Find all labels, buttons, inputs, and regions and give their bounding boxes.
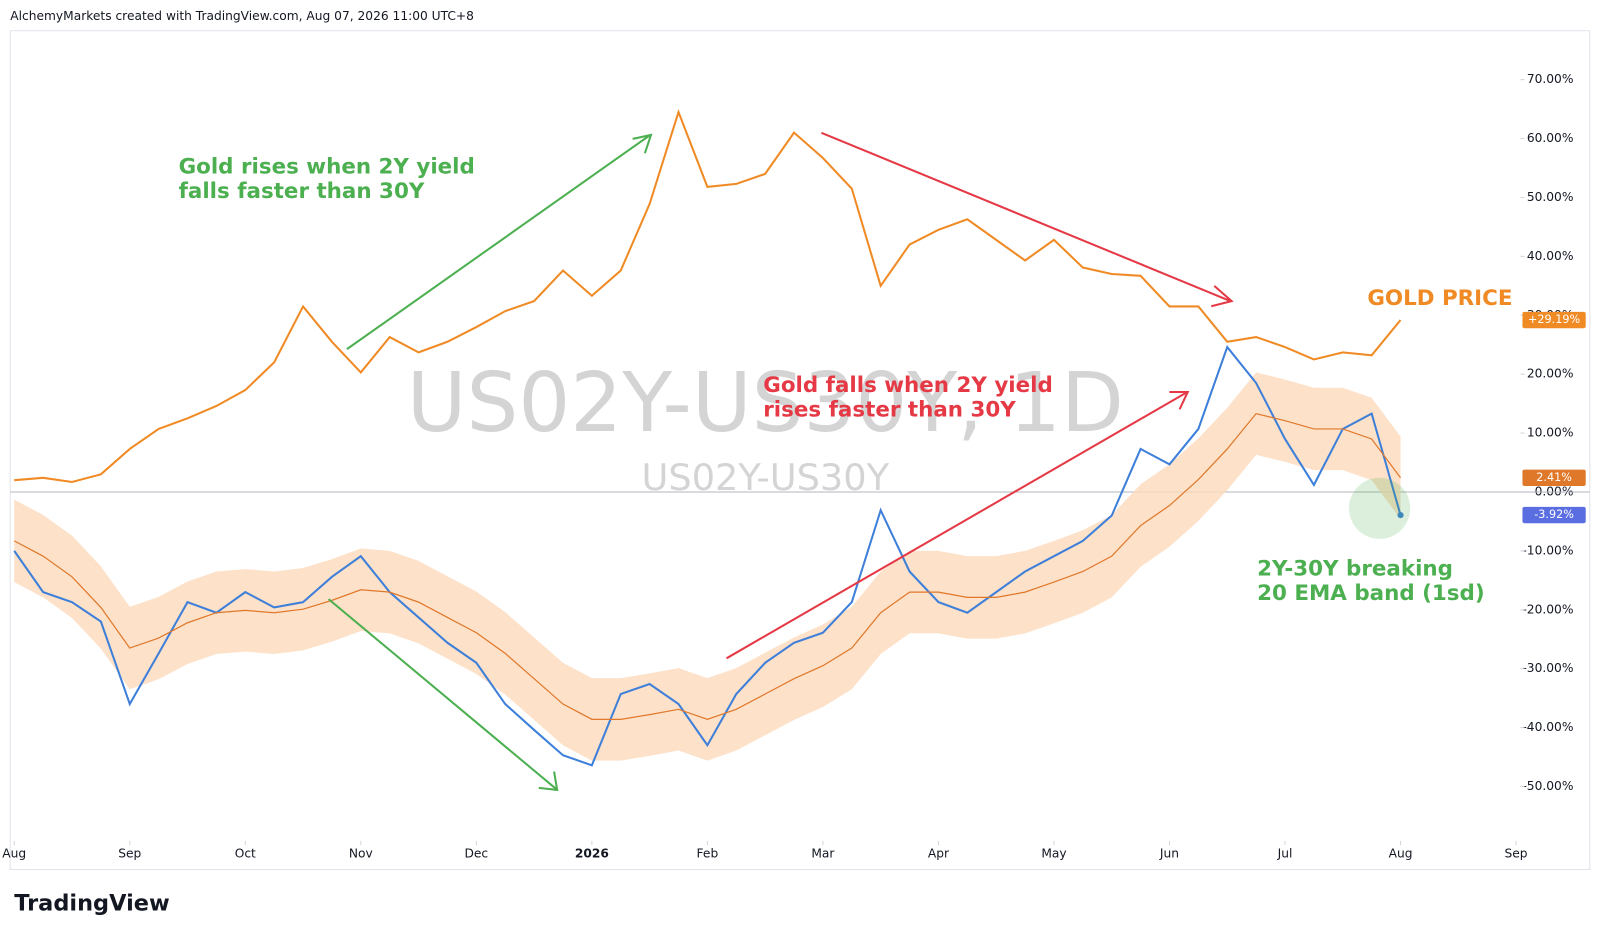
line [13, 345, 1402, 767]
watermark: US02Y-US30Y, 1D [407, 356, 1124, 451]
annotation: falls faster than 30Y [179, 179, 425, 204]
price-label: +29.19% [1528, 313, 1581, 326]
arrow [327, 598, 559, 792]
logo: TradingView [14, 891, 169, 917]
line [13, 412, 1402, 720]
gold-label: GOLD PRICE [1367, 286, 1512, 311]
annotation: rises faster than 30Y [763, 397, 1016, 422]
annotations: Gold rises when 2Y yield falls faster th… [179, 131, 1512, 792]
y-tick-label: -20.00% [1522, 602, 1573, 616]
price-label-box [1522, 469, 1586, 486]
plot: 70.00%60.00%50.00%40.00%30.00%20.00%10.0… [2, 72, 1590, 861]
y-tick-label: 70.00% [1527, 72, 1574, 86]
header: AlchemyMarkets created with TradingView.… [10, 9, 474, 23]
arrow [821, 131, 1234, 308]
x-tick-label: Oct [235, 847, 256, 861]
y-tick-label: 50.00% [1527, 190, 1574, 204]
ema-band [14, 372, 1401, 761]
x-tick-label: Apr [928, 847, 950, 861]
y-tick-label: -40.00% [1522, 720, 1573, 734]
x-tick-label: Jun [1159, 847, 1179, 861]
annotation: 2Y-30Y breaking [1257, 557, 1453, 582]
x-tick-label: Aug [2, 847, 26, 861]
y-tick-label: 60.00% [1527, 131, 1574, 145]
y-tick-label: -10.00% [1522, 543, 1573, 557]
x-tick-label: 2026 [575, 847, 609, 861]
arrow [346, 133, 653, 350]
y-tick-label: -30.00% [1522, 661, 1573, 675]
arrow [726, 390, 1190, 660]
y-tick-label: -50.00% [1522, 779, 1573, 793]
x-tick-label: Feb [697, 847, 719, 861]
y-tick-label: 10.00% [1527, 426, 1574, 440]
y-tick-label: 20.00% [1527, 367, 1574, 381]
footer-logo: TradingView [14, 891, 169, 917]
frame [9, 30, 1591, 871]
price-label: -3.92% [1534, 508, 1574, 521]
watermark-symbol: US02Y-US30Y [642, 456, 890, 499]
highlight [1348, 477, 1411, 539]
x-tick-label: Jul [1277, 847, 1293, 861]
line [14, 108, 1402, 483]
annotation: 20 EMA band (1sd) [1257, 581, 1485, 606]
price-label: 2.41% [1536, 471, 1572, 484]
price-label-box [1522, 506, 1586, 524]
x-tick-label: Sep [118, 847, 141, 861]
x-tick-label: May [1041, 847, 1066, 861]
annotation: Gold rises when 2Y yield [179, 154, 475, 179]
x-tick-label: Sep [1505, 847, 1528, 861]
x-tick-label: Nov [349, 847, 373, 861]
x-tick-label: Dec [464, 847, 488, 861]
y-tick-label: 40.00% [1527, 249, 1574, 263]
last-point [1397, 512, 1404, 519]
annotation: Gold falls when 2Y yield [763, 373, 1053, 398]
x-tick-label: Aug [1389, 847, 1413, 861]
price-label-box [1522, 311, 1586, 329]
x-tick-label: Mar [811, 847, 835, 861]
